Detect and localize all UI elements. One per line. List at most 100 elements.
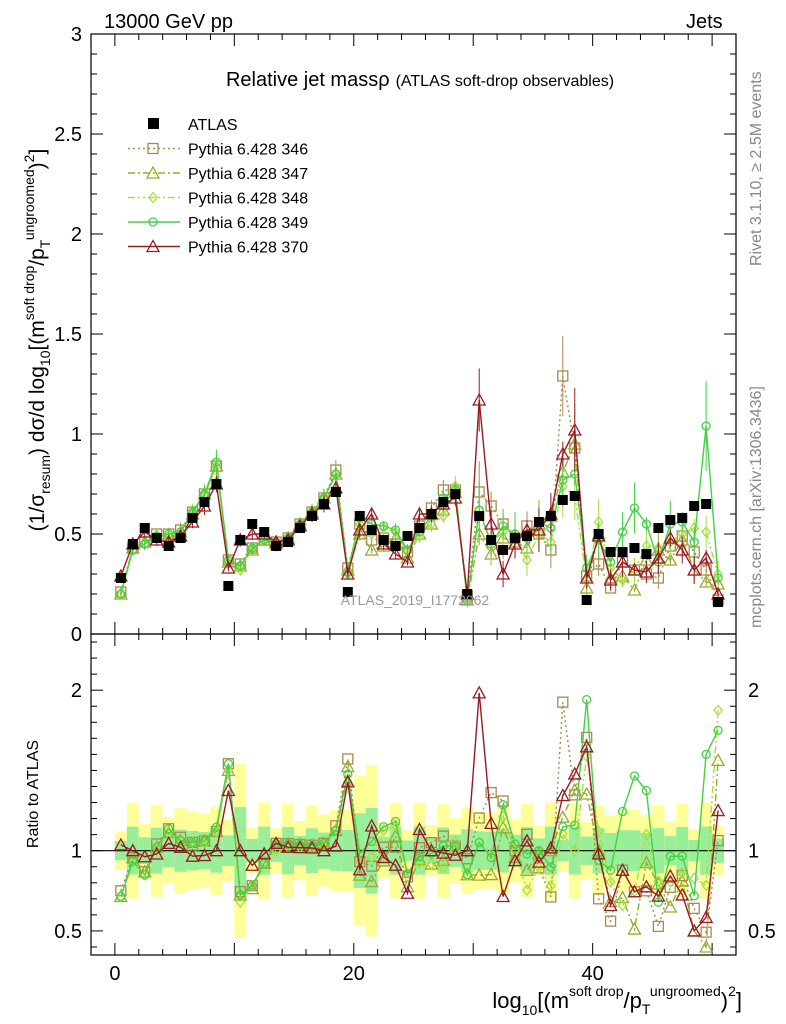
x-tick-label: 40 bbox=[582, 963, 604, 985]
x-tick-label: 0 bbox=[109, 963, 120, 985]
ratio-point bbox=[149, 846, 164, 860]
y-tick-label: 2.5 bbox=[54, 124, 82, 146]
ratio-point bbox=[364, 874, 379, 888]
ratio-point bbox=[175, 835, 186, 846]
legend-marker bbox=[148, 191, 158, 204]
data-point bbox=[235, 535, 246, 545]
ratio-point bbox=[163, 824, 174, 834]
axis-ticks: 0 20 40 0 0.5 1 1.5 2 2.5 3 0.5 0.5 1 1 2 2 bbox=[54, 24, 776, 985]
legend-marker bbox=[148, 118, 159, 129]
ratio-point bbox=[569, 844, 580, 857]
rivet-label: Rivet 3.1.10, ≥ 2.5M events bbox=[748, 71, 765, 266]
ratio-point bbox=[343, 769, 353, 779]
data-point bbox=[245, 526, 260, 540]
ratio-point bbox=[617, 899, 628, 912]
ratio-point bbox=[675, 887, 690, 901]
ratio-point bbox=[507, 853, 523, 867]
ratio-point bbox=[677, 866, 688, 879]
ratio-point bbox=[378, 824, 389, 837]
legend-item: Pythia 6.428 347 bbox=[128, 165, 308, 183]
ratio-point bbox=[546, 862, 556, 872]
ratio-point bbox=[519, 862, 535, 876]
data-point bbox=[378, 521, 389, 531]
data-point bbox=[402, 545, 413, 555]
ratio-point bbox=[641, 785, 652, 796]
ratio-point bbox=[639, 879, 654, 893]
ratio-point bbox=[567, 766, 582, 780]
data-point bbox=[340, 566, 355, 580]
legend-label: ATLAS bbox=[188, 117, 238, 134]
ratio-point bbox=[140, 870, 150, 880]
data-point bbox=[211, 479, 222, 489]
y-axis-label: (1/σresum) dσ/d log10[(msoft drop/pTungr… bbox=[21, 149, 53, 532]
data-point bbox=[663, 552, 678, 566]
data-point bbox=[533, 517, 544, 527]
ratio-tick-label: 2 bbox=[71, 680, 82, 702]
ratio-point bbox=[197, 833, 212, 847]
ratio-point bbox=[713, 704, 723, 717]
ratio-point bbox=[495, 889, 511, 903]
data-point bbox=[569, 491, 580, 501]
ratio-tick-label: 1 bbox=[748, 841, 759, 863]
legend-item: Pythia 6.428 346 bbox=[128, 142, 308, 159]
ratio-point bbox=[641, 828, 652, 841]
ratio-point bbox=[438, 861, 449, 874]
data-point bbox=[390, 525, 401, 539]
legend-marker bbox=[148, 217, 158, 227]
data-point bbox=[522, 553, 532, 567]
data-point bbox=[211, 457, 222, 467]
ratio-point bbox=[152, 842, 162, 852]
ratio-point bbox=[688, 902, 700, 915]
data-point bbox=[689, 501, 700, 511]
data-point bbox=[629, 543, 640, 553]
ratio-tick-label: 0.5 bbox=[54, 921, 82, 943]
ratio-point bbox=[665, 851, 675, 861]
data-point bbox=[364, 542, 379, 556]
data-point bbox=[701, 525, 711, 539]
data-point bbox=[402, 531, 413, 541]
data-point bbox=[639, 564, 654, 578]
data-point bbox=[484, 516, 499, 530]
ratio-point bbox=[534, 846, 544, 856]
data-point bbox=[199, 497, 210, 507]
data-point bbox=[567, 422, 582, 436]
data-point bbox=[271, 541, 282, 551]
legend-item: Pythia 6.428 349 bbox=[128, 215, 308, 232]
data-point bbox=[115, 573, 126, 583]
ratio-point bbox=[340, 774, 355, 788]
ratio-point bbox=[175, 834, 186, 847]
ratio-point bbox=[199, 836, 210, 846]
data-point bbox=[426, 509, 437, 519]
data-point bbox=[558, 475, 568, 485]
ratio-point bbox=[424, 843, 439, 857]
ratio-point bbox=[137, 849, 152, 863]
y-tick-label: 3 bbox=[71, 24, 82, 46]
ratio-point bbox=[257, 846, 272, 860]
data-point bbox=[318, 499, 329, 509]
data-point bbox=[641, 549, 652, 559]
ratio-point bbox=[677, 851, 687, 861]
ratio-point bbox=[519, 833, 535, 847]
data-point bbox=[378, 535, 389, 545]
ratio-point bbox=[652, 920, 665, 933]
ratio-point bbox=[710, 753, 726, 767]
data-point bbox=[462, 589, 473, 599]
ratio-point bbox=[663, 868, 678, 882]
ratio-point bbox=[116, 890, 126, 903]
data-point bbox=[605, 557, 616, 567]
ratio-point bbox=[472, 867, 487, 881]
ratio-tick-label: 2 bbox=[748, 680, 759, 702]
data-point bbox=[687, 562, 702, 576]
ratio-point bbox=[522, 849, 532, 859]
data-point bbox=[581, 595, 592, 605]
ratio-point bbox=[221, 783, 236, 797]
data-point bbox=[376, 538, 391, 552]
data-point bbox=[627, 562, 642, 576]
series-line-main bbox=[120, 399, 719, 595]
ratio-point bbox=[687, 923, 702, 937]
ratio-point bbox=[185, 848, 200, 862]
ratio-point bbox=[116, 891, 126, 902]
data-point bbox=[283, 537, 294, 547]
data-point bbox=[163, 541, 174, 551]
y-tick-label: 1 bbox=[71, 424, 82, 446]
